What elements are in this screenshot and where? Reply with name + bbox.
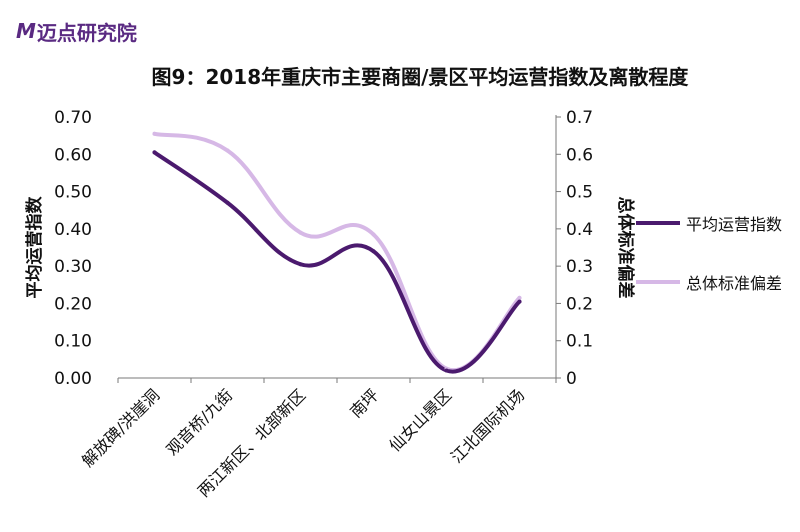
right-y-tick-label: 0.1 xyxy=(566,332,593,352)
legend-label-series-2: 总体标准偏差 xyxy=(686,274,783,293)
left-y-tick-label: 0.70 xyxy=(54,108,92,128)
left-y-tick-label: 0.10 xyxy=(54,332,92,352)
legend: 平均运营指数 总体标准偏差 xyxy=(636,210,782,328)
x-category-label: 南坪 xyxy=(346,385,382,421)
data-point-avg-index xyxy=(298,262,303,267)
legend-swatch-series-2 xyxy=(636,280,680,284)
chart-title: 图9：2018年重庆市主要商圈/景区平均运营指数及离散程度 xyxy=(151,65,689,89)
brand-logo: M 迈点研究院 xyxy=(16,18,137,45)
left-y-tick-label: 0.60 xyxy=(54,145,92,165)
right-y-tick-label: 0.3 xyxy=(566,257,593,277)
left-y-tick-label: 0.50 xyxy=(54,183,92,203)
left-y-axis-title: 平均运营指数 xyxy=(24,196,45,299)
series-line-avg-index xyxy=(152,150,522,374)
right-y-tick-label: 0 xyxy=(566,369,577,389)
data-point-std-dev xyxy=(298,230,303,235)
logo-text: 迈点研究院 xyxy=(36,20,137,45)
right-y-axis-title: 总体标准偏差 xyxy=(615,197,636,299)
data-point-avg-index xyxy=(225,200,230,205)
legend-item-series-2: 总体标准偏差 xyxy=(636,269,782,295)
right-y-tick-label: 0.6 xyxy=(566,145,593,165)
right-y-tick-label: 0.7 xyxy=(566,108,593,128)
x-category-label: 仙女山景区 xyxy=(385,385,455,455)
left-y-tick-label: 0.00 xyxy=(54,369,92,389)
left-y-tick-label: 0.30 xyxy=(54,257,92,277)
data-point-std-dev xyxy=(225,148,230,153)
data-point-std-dev xyxy=(517,295,522,300)
data-point-avg-index xyxy=(152,150,157,155)
logo-mark: M xyxy=(16,19,36,43)
left-y-tick-label: 0.20 xyxy=(54,294,92,314)
data-point-avg-index xyxy=(371,249,376,254)
data-point-std-dev xyxy=(371,232,376,237)
right-y-tick-label: 0.5 xyxy=(566,183,593,203)
left-y-tick-label: 0.40 xyxy=(54,220,92,240)
data-point-avg-index xyxy=(444,368,449,373)
data-point-avg-index xyxy=(517,299,522,304)
legend-item-series-1: 平均运营指数 xyxy=(636,210,782,236)
legend-label-series-1: 平均运营指数 xyxy=(686,215,783,234)
legend-swatch-series-1 xyxy=(636,221,680,225)
x-category-label: 解放碑/洪崖洞 xyxy=(78,385,163,470)
x-category-label: 观音桥/九街 xyxy=(163,385,237,459)
right-y-tick-label: 0.2 xyxy=(566,294,593,314)
data-point-std-dev xyxy=(152,131,157,136)
right-y-tick-label: 0.4 xyxy=(566,220,593,240)
x-category-label: 江北国际机场 xyxy=(447,385,528,466)
